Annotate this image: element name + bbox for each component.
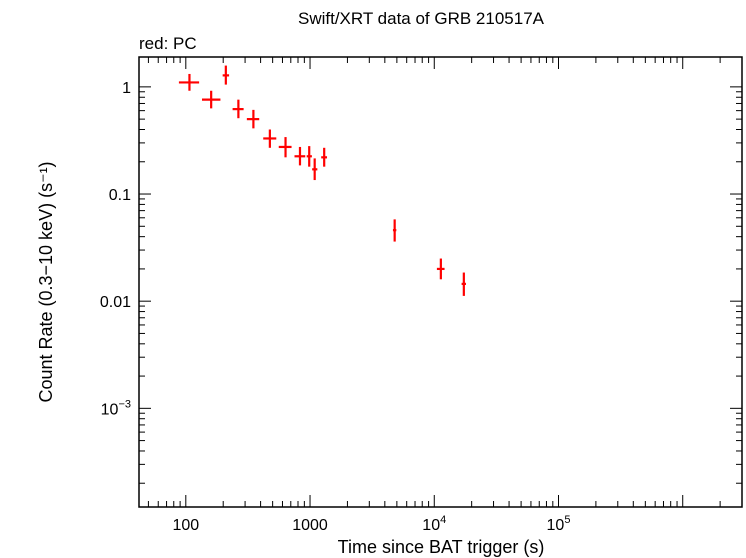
y-tick-label: 10−3: [101, 398, 131, 418]
y-tick-label: 0.01: [100, 294, 131, 311]
data-points: [178, 65, 466, 296]
data-point: [263, 129, 277, 148]
y-tick-label: 0.1: [109, 187, 131, 204]
axis-ticks: [139, 57, 743, 507]
data-point: [246, 109, 260, 129]
y-tick-label: 1: [122, 80, 131, 97]
data-point: [232, 99, 244, 119]
data-point: [461, 272, 466, 296]
data-point: [222, 65, 230, 85]
x-tick-label: 104: [422, 514, 446, 534]
y-axis-label: Count Rate (0.3−10 keV) (s⁻¹): [36, 161, 56, 402]
chart-title: Swift/XRT data of GRB 210517A: [298, 9, 545, 28]
x-tick-label: 100: [172, 517, 199, 534]
data-point: [306, 146, 312, 167]
data-point: [312, 158, 318, 181]
data-point: [436, 258, 445, 280]
chart-subtitle: red: PC: [139, 34, 197, 53]
x-tick-label: 1000: [292, 517, 328, 534]
data-point: [294, 146, 306, 166]
data-point: [201, 90, 221, 109]
data-point: [321, 147, 328, 167]
x-tick-label: 105: [547, 514, 571, 534]
x-axis-label: Time since BAT trigger (s): [338, 537, 545, 557]
data-point: [392, 219, 397, 242]
plot-frame: [138, 56, 743, 508]
data-point: [178, 73, 200, 91]
axis-tick-labels: 100 1000 104 105 1 0.1 0.01 10−3: [100, 80, 571, 534]
data-point: [278, 137, 292, 158]
